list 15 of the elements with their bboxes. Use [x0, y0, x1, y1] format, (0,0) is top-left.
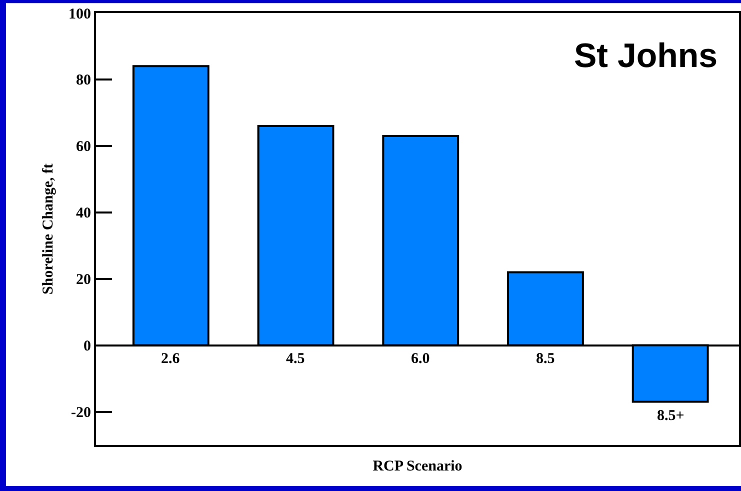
- y-tick-label: 100: [68, 6, 91, 22]
- x-tick-label: 8.5: [536, 351, 555, 367]
- y-tick-label: 60: [76, 139, 91, 156]
- x-tick-label: 6.0: [411, 351, 430, 367]
- y-tick-label: 0: [84, 338, 91, 355]
- x-tick-label: 4.5: [286, 351, 305, 367]
- y-tick-label: 80: [76, 72, 91, 89]
- x-tick-label: 2.6: [161, 351, 180, 367]
- y-axis-title: Shoreline Change, ft: [40, 164, 56, 294]
- y-tick-label: 20: [76, 272, 91, 288]
- x-tick-label: 8.5+: [657, 408, 684, 424]
- y-tick-label: -20: [71, 405, 91, 422]
- x-axis-title: RCP Scenario: [372, 458, 462, 474]
- y-tick-label: 40: [76, 206, 91, 222]
- text: St Johns: [574, 37, 718, 75]
